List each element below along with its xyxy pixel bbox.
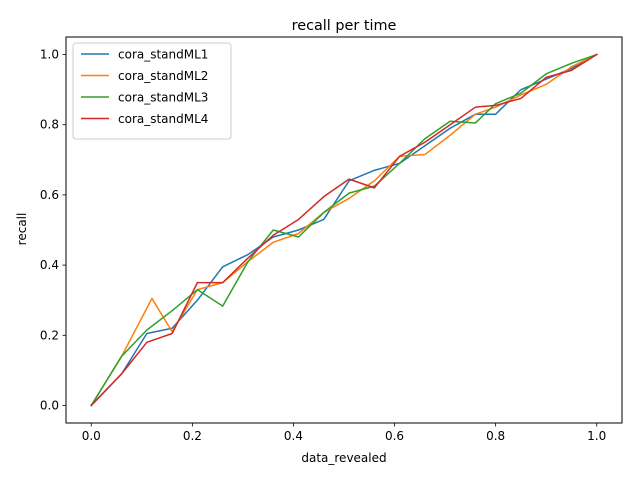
- legend: cora_standML1 cora_standML2 cora_standML3c…: [72, 42, 232, 140]
- legend-label: cora_standML4: [118, 112, 208, 126]
- series-line-3: [90, 53, 598, 407]
- x-tick-label: 0.6: [385, 429, 404, 443]
- y-axis-ticks: 0.0 0.2 0.4 0.6 0.8 1.0: [40, 48, 66, 412]
- legend-box: [72, 42, 232, 140]
- legend-label: cora_standML2: [118, 69, 208, 83]
- y-tick-label: 0.0: [40, 398, 59, 412]
- x-tick-label: 0.2: [183, 429, 202, 443]
- y-tick-label: 0.6: [40, 188, 59, 202]
- x-tick-label: 0.4: [284, 429, 303, 443]
- chart-title: recall per time: [292, 18, 397, 34]
- y-tick-label: 0.4: [40, 258, 59, 272]
- plot-lines: [90, 53, 598, 407]
- x-tick-label: 0.0: [82, 429, 101, 443]
- y-axis-label: recall: [15, 213, 29, 246]
- x-axis-label: data_revealed: [301, 451, 386, 465]
- x-tick-label: 0.8: [486, 429, 505, 443]
- legend-label: cora_standML1: [118, 48, 208, 62]
- y-tick-label: 0.8: [40, 118, 59, 132]
- y-tick-label: 1.0: [40, 48, 59, 62]
- series-line-4: [90, 53, 598, 407]
- y-tick-label: 0.2: [40, 328, 59, 342]
- plot-frame: [65, 36, 623, 424]
- legend-label: cora_standML3: [118, 91, 208, 105]
- x-tick-label: 1.0: [587, 429, 606, 443]
- x-axis-ticks: 0.0 0.2 0.4 0.6 0.8 1.0: [82, 423, 606, 443]
